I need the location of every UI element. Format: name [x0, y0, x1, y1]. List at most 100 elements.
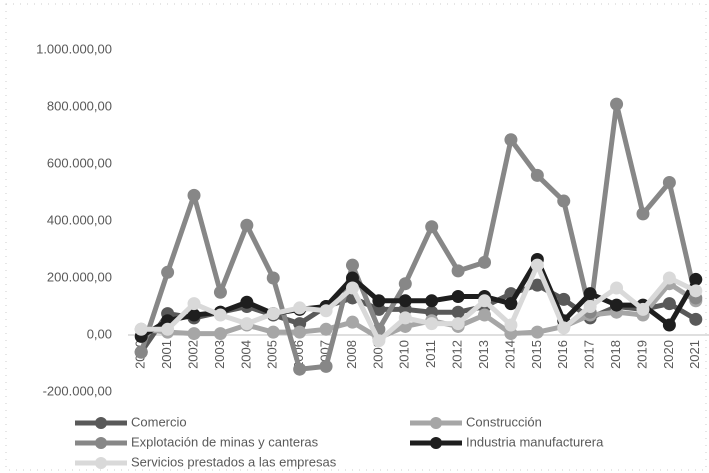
point	[187, 308, 201, 322]
point	[240, 295, 254, 309]
point	[478, 308, 492, 322]
legend-label: Construcción	[466, 414, 542, 429]
point	[689, 312, 703, 326]
series-line	[141, 262, 697, 344]
x-tick-label: 2016	[555, 340, 570, 369]
y-tick-label: 600.000,00	[47, 155, 112, 170]
legend-label: Industria manufacturera	[466, 434, 604, 449]
legend-marker	[430, 437, 442, 449]
point	[425, 294, 439, 308]
point	[319, 304, 333, 318]
point	[689, 272, 703, 286]
legend-label: Servicios prestados a las empresas	[131, 454, 337, 469]
legend-marker	[95, 457, 107, 469]
point	[213, 327, 227, 341]
point	[662, 176, 676, 190]
point	[478, 294, 492, 308]
legend-marker	[430, 417, 442, 429]
point	[425, 317, 439, 331]
x-tick-label: 2003	[212, 340, 227, 369]
point	[319, 359, 333, 373]
point	[372, 294, 386, 308]
point	[293, 301, 307, 315]
point	[134, 345, 148, 359]
x-tick-label: 2001	[159, 340, 174, 369]
point	[451, 264, 465, 278]
point	[240, 218, 254, 232]
x-tick-label: 2015	[529, 340, 544, 369]
series-line	[138, 101, 699, 372]
point	[662, 297, 676, 311]
point	[187, 188, 201, 202]
point	[187, 297, 201, 311]
point	[557, 194, 571, 208]
point	[345, 271, 359, 285]
x-tick-label: 2013	[476, 340, 491, 369]
point	[187, 327, 201, 341]
point	[504, 297, 518, 311]
point	[425, 220, 439, 234]
point	[161, 322, 175, 336]
point	[134, 322, 148, 336]
point	[530, 278, 544, 292]
legend-marker	[95, 417, 107, 429]
point	[161, 265, 175, 279]
point	[345, 281, 359, 295]
point	[610, 281, 624, 295]
x-tick-label: 2012	[450, 340, 465, 369]
point	[530, 168, 544, 182]
legend-label: Explotación de minas y canteras	[131, 434, 319, 449]
point	[293, 362, 307, 376]
point	[213, 285, 227, 299]
x-tick-label: 2017	[582, 340, 597, 369]
point	[636, 207, 650, 221]
point	[583, 300, 597, 313]
y-tick-label: 400.000,00	[47, 212, 112, 227]
y-tick-label: 200.000,00	[47, 269, 112, 284]
x-tick-label: 2008	[344, 340, 359, 369]
x-tick-label: 2019	[634, 340, 649, 369]
point	[319, 322, 333, 336]
point	[557, 321, 571, 335]
legend-label: Comercio	[131, 414, 187, 429]
point	[662, 318, 676, 332]
x-tick-label: 2020	[661, 340, 676, 369]
point	[372, 334, 386, 348]
point	[610, 298, 624, 312]
point	[266, 307, 280, 321]
y-tick-label: 1.000.000,00	[36, 41, 112, 56]
chart-frame	[5, 3, 707, 471]
point	[240, 317, 254, 331]
x-tick-label: 2014	[502, 340, 517, 369]
y-tick-label: -200.000,00	[43, 383, 112, 398]
x-tick-label: 2021	[687, 340, 702, 369]
point	[504, 133, 518, 147]
point	[398, 277, 412, 291]
point	[398, 294, 412, 308]
series-line	[140, 281, 698, 341]
x-tick-label: 2010	[397, 340, 412, 369]
point	[266, 325, 280, 339]
point	[345, 258, 359, 272]
x-tick-label: 2011	[423, 340, 438, 368]
point	[557, 292, 571, 306]
y-tick-label: 800.000,00	[47, 98, 112, 113]
point	[636, 302, 650, 316]
point	[213, 308, 227, 322]
point	[662, 271, 676, 285]
point	[398, 311, 412, 325]
y-tick-label: 0,00	[87, 326, 112, 341]
point	[451, 317, 465, 331]
legend-marker	[95, 437, 107, 449]
x-tick-label: 2002	[185, 340, 200, 369]
point	[478, 255, 492, 269]
point	[689, 284, 703, 298]
x-tick-label: 2004	[238, 340, 253, 369]
point	[266, 271, 280, 285]
point	[451, 290, 465, 304]
point	[293, 325, 307, 339]
point	[583, 287, 597, 301]
point	[504, 318, 518, 332]
point	[530, 325, 544, 339]
